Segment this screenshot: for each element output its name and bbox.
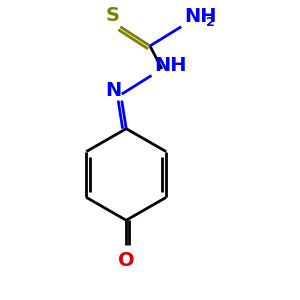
Text: NH: NH [154, 56, 187, 75]
Text: 2: 2 [206, 16, 214, 29]
Text: N: N [106, 81, 122, 100]
Text: O: O [118, 251, 134, 270]
Text: NH: NH [184, 7, 217, 26]
Text: S: S [106, 6, 120, 25]
